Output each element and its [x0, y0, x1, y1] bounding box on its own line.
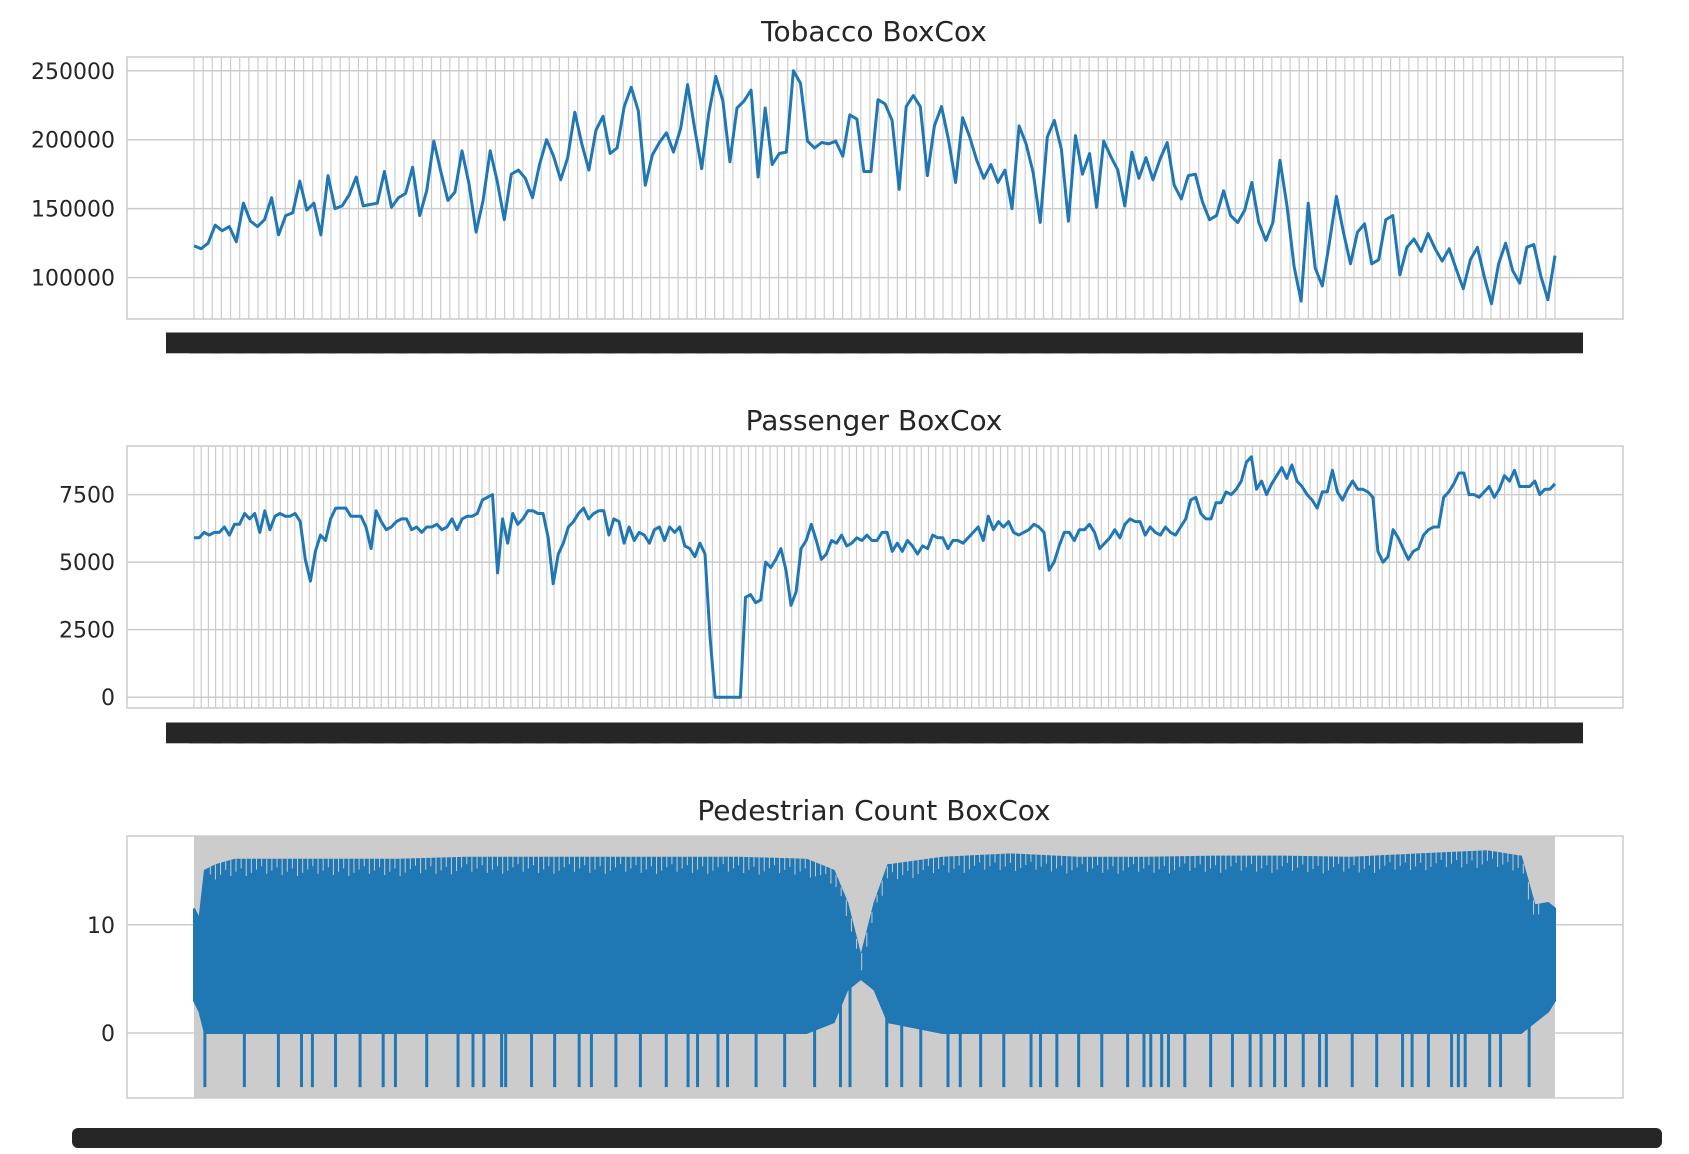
tobacco-plot-area — [126, 56, 1624, 320]
tobacco-series-line — [193, 69, 1557, 306]
y-tick-label: 0 — [101, 1022, 115, 1047]
y-tick-label: 2500 — [59, 619, 115, 644]
pedestrian-panel: Pedestrian Count BoxCox 0 10 — [72, 794, 1662, 1148]
passenger-title: Passenger BoxCox — [746, 404, 1003, 437]
passenger-plot-area — [126, 445, 1624, 709]
y-tick-label: 100000 — [31, 267, 115, 292]
y-tick-label: 150000 — [31, 198, 115, 223]
x-tick-label-overlap — [72, 1128, 1662, 1148]
pedestrian-y-tick-labels: 0 10 — [87, 914, 115, 1047]
passenger-x-tick-labels — [166, 722, 1583, 744]
pedestrian-series-dips — [203, 976, 1531, 1088]
pedestrian-title: Pedestrian Count BoxCox — [697, 794, 1050, 827]
tobacco-title: Tobacco BoxCox — [760, 15, 987, 48]
y-tick-label: 0 — [101, 686, 115, 711]
passenger-y-tick-labels: 0 2500 5000 7500 — [59, 484, 115, 712]
y-tick-label: 200000 — [31, 129, 115, 154]
passenger-series-line — [194, 455, 1557, 699]
passenger-x-gridlines — [193, 446, 1556, 708]
passenger-panel: Passenger BoxCox 0 2500 5000 7500 — [59, 404, 1624, 744]
x-tick-label-overlap — [1527, 722, 1583, 744]
y-tick-label: 7500 — [59, 484, 115, 509]
tobacco-panel: Tobacco BoxCox 100000 150000 200000 250000 — [31, 15, 1624, 354]
y-tick-label: 5000 — [59, 551, 115, 576]
pedestrian-x-tick-labels — [72, 1128, 1662, 1148]
pedestrian-series-streaks — [209, 850, 1540, 971]
x-tick-label-overlap — [1527, 332, 1583, 354]
y-tick-label: 250000 — [31, 60, 115, 85]
tobacco-x-tick-labels — [166, 332, 1583, 354]
tobacco-y-tick-labels: 100000 150000 200000 250000 — [31, 60, 115, 292]
passenger-y-gridlines — [127, 493, 1623, 698]
y-tick-label: 10 — [87, 914, 115, 939]
